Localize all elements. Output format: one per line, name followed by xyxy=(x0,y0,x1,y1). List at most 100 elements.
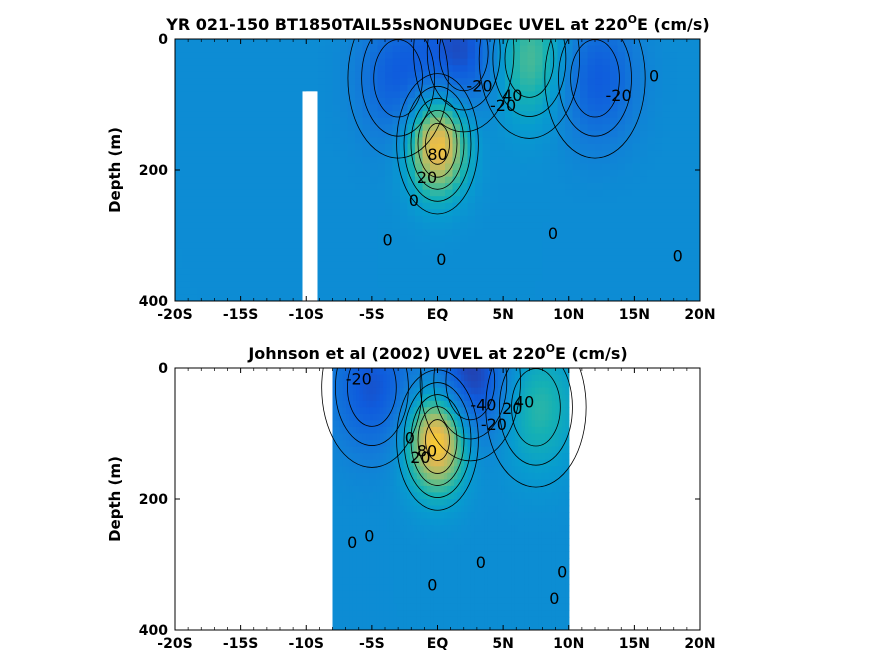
heatmap-cell xyxy=(416,571,421,579)
heatmap-cell xyxy=(422,183,431,191)
heatmap-cell xyxy=(182,248,191,256)
heatmap-cell xyxy=(542,170,551,178)
heatmap-cell xyxy=(437,381,442,389)
heatmap-cell xyxy=(535,183,544,191)
heatmap-cell xyxy=(505,176,514,184)
heatmap-cell xyxy=(190,98,199,106)
heatmap-cell xyxy=(416,590,421,598)
heatmap-cell xyxy=(535,255,544,263)
heatmap-cell xyxy=(487,413,492,421)
heatmap-cell xyxy=(406,440,411,448)
heatmap-cell xyxy=(400,499,404,507)
heatmap-cell xyxy=(505,130,514,138)
heatmap-cell xyxy=(437,499,442,507)
heatmap-cell xyxy=(475,255,484,263)
heatmap-cell xyxy=(366,387,371,395)
heatmap-cell xyxy=(317,150,326,158)
heatmap-cell xyxy=(512,137,521,145)
heatmap-cell xyxy=(482,294,491,301)
heatmap-cell xyxy=(332,58,341,66)
heatmap-cell xyxy=(447,564,452,572)
heatmap-cell xyxy=(280,176,289,184)
heatmap-cell xyxy=(595,222,604,230)
heatmap-cell xyxy=(355,209,364,217)
heatmap-cell xyxy=(677,91,686,99)
heatmap-cell xyxy=(175,287,184,296)
heatmap-cell xyxy=(482,255,491,263)
heatmap-cell xyxy=(383,394,388,402)
heatmap-cell xyxy=(386,381,391,389)
heatmap-cell xyxy=(257,170,266,178)
contour-label: 20 xyxy=(417,168,437,187)
heatmap-cell xyxy=(452,215,461,223)
heatmap-cell xyxy=(512,111,521,119)
heatmap-cell xyxy=(443,446,448,454)
heatmap-cell xyxy=(392,39,401,47)
heatmap-cell xyxy=(400,420,404,428)
heatmap-cell xyxy=(484,466,489,474)
heatmap-cell xyxy=(464,531,469,539)
heatmap-cell xyxy=(587,111,596,119)
heatmap-cell xyxy=(376,400,381,408)
heatmap-cell xyxy=(287,137,296,145)
contour-line xyxy=(410,97,465,190)
heatmap-cell xyxy=(572,287,581,296)
heatmap-cell xyxy=(369,466,374,474)
heatmap-cell xyxy=(460,294,469,301)
heatmap-cell xyxy=(403,374,408,382)
heatmap-cell xyxy=(332,261,341,269)
heatmap-cell xyxy=(370,104,379,112)
heatmap-cell xyxy=(403,394,408,402)
heatmap-cell xyxy=(640,294,649,301)
heatmap-cell xyxy=(406,479,411,487)
heatmap-cell xyxy=(182,150,191,158)
heatmap-cell xyxy=(396,492,401,500)
heatmap-cell xyxy=(373,603,377,611)
heatmap-cell xyxy=(416,577,421,585)
heatmap-cell xyxy=(393,564,398,572)
heatmap-cell xyxy=(377,228,386,237)
heatmap-cell xyxy=(497,268,506,276)
heatmap-cell xyxy=(342,433,347,441)
heatmap-cell xyxy=(280,189,289,197)
heatmap-cell xyxy=(332,544,337,552)
heatmap-cell xyxy=(346,512,350,520)
heatmap-cell xyxy=(295,117,304,125)
heatmap-cell xyxy=(423,387,428,395)
heatmap-cell xyxy=(389,381,394,389)
heatmap-cell xyxy=(242,255,251,263)
heatmap-cell xyxy=(393,505,398,513)
heatmap-cell xyxy=(175,45,184,53)
heatmap-cell xyxy=(481,413,485,421)
heatmap-cell xyxy=(501,459,506,467)
heatmap-cell xyxy=(640,196,649,204)
heatmap-cell xyxy=(550,268,559,276)
panel-model: YR 021-150 BT1850TAIL55sNONUDGEc UVEL at… xyxy=(106,13,716,323)
heatmap-cell xyxy=(433,571,438,579)
heatmap-cell xyxy=(407,143,416,151)
heatmap-cell xyxy=(407,189,416,197)
heatmap-cell xyxy=(406,499,411,507)
heatmap-cell xyxy=(370,215,379,223)
heatmap-cell xyxy=(250,84,259,92)
heatmap-cell xyxy=(610,294,619,301)
heatmap-cell xyxy=(427,426,431,435)
heatmap-cell xyxy=(287,261,296,269)
heatmap-cell xyxy=(501,590,506,598)
heatmap-cell xyxy=(481,485,485,494)
heatmap-cell xyxy=(602,202,611,210)
heatmap-cell xyxy=(454,577,458,585)
heatmap-cell xyxy=(392,65,401,73)
heatmap-cell xyxy=(491,407,496,415)
heatmap-cell xyxy=(257,98,266,106)
heatmap-cell xyxy=(190,156,199,164)
heatmap-cell xyxy=(427,564,431,572)
heatmap-cell xyxy=(443,433,448,441)
heatmap-cell xyxy=(272,104,281,112)
heatmap-cell xyxy=(427,400,431,408)
heatmap-cell xyxy=(250,45,259,53)
heatmap-cell xyxy=(340,183,349,191)
heatmap-cell xyxy=(430,492,435,500)
heatmap-cell xyxy=(347,287,356,296)
heatmap-cell xyxy=(250,202,259,210)
